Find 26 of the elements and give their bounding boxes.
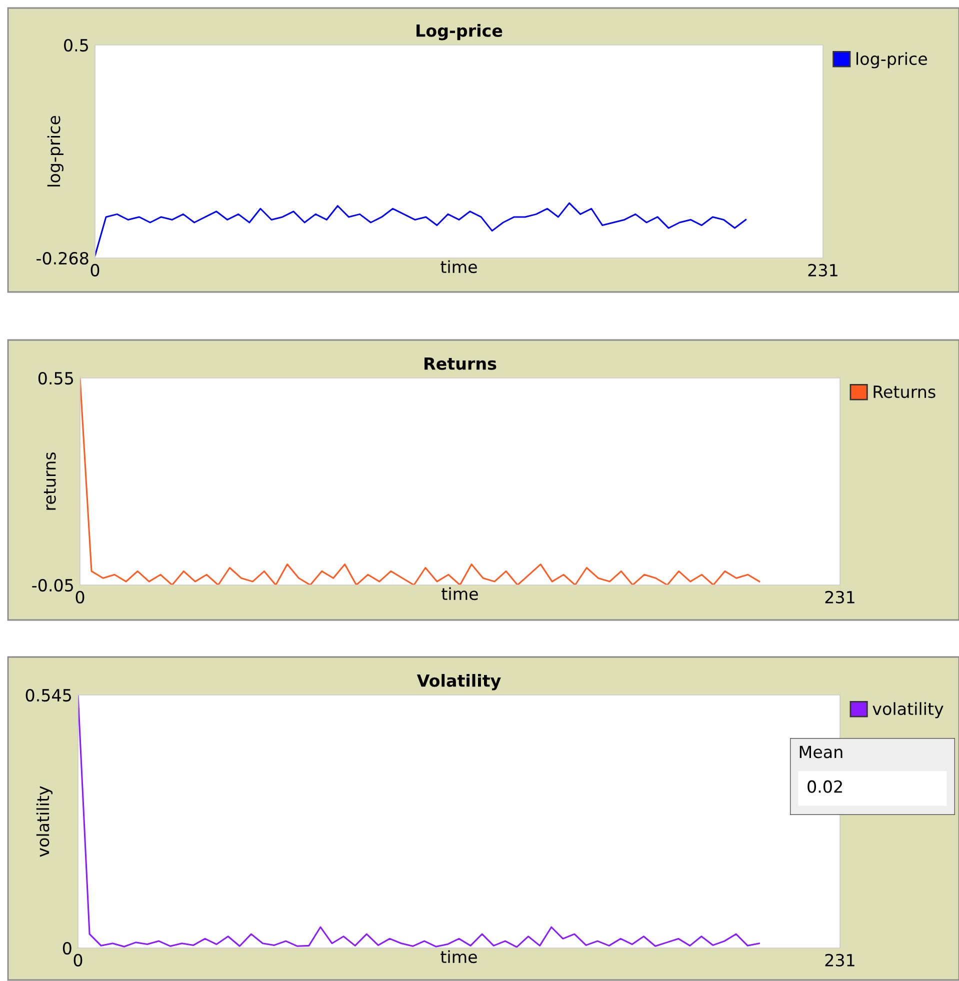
legend-label: log-price [856,52,927,68]
legend-label: volatility [872,702,944,718]
y-tick-label: 0.545 [26,688,71,702]
x-axis-title: time [440,260,477,274]
x-tick-label: 231 [825,954,854,966]
x-axis-title: time [442,587,478,600]
annotation: 0.02 [808,780,842,793]
legend-label: Returns [874,386,936,398]
x-tick-label: 231 [825,590,854,604]
y-axis-title: volatility [36,786,53,857]
x-tick-label: 231 [808,264,838,276]
y-tick-label: 0.55 [38,372,73,385]
chart-title: Log-price [416,24,502,40]
y-axis-title: returns [44,452,56,510]
text: Mean [800,746,842,758]
y-tick-label: -0.05 [32,578,73,592]
x-axis-title: time [440,950,477,964]
line-series [78,695,760,948]
chart-title: Volatility [416,674,501,690]
y-tick-label: 0.5 [64,38,88,52]
line-series [95,202,747,257]
y-tick-label: 0 [62,942,72,955]
line-series [80,378,760,585]
y-axis-title: log-price [47,116,64,186]
y-tick-label: -0.268 [36,252,88,265]
chart-title: Returns [424,358,496,370]
